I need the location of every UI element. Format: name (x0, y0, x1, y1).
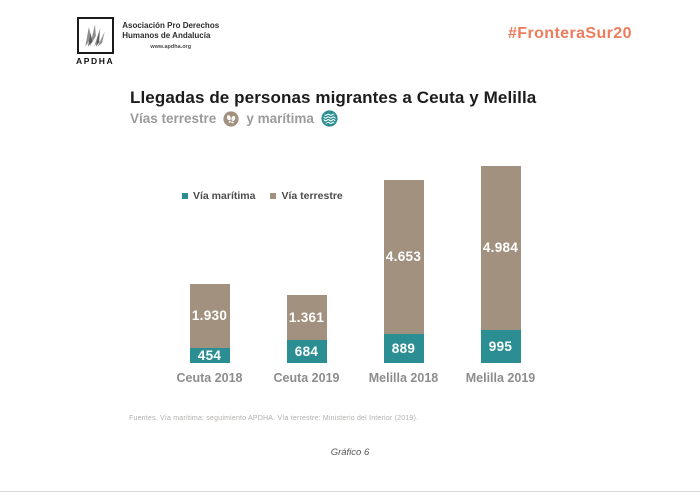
bar-segment-maritima: 995 (480, 330, 521, 363)
subtitle: Vías terrestre y marítima (130, 110, 338, 127)
sources-note: Fuentes. Vía marítima: seguimiento APDHA… (129, 415, 419, 422)
bar-segment-maritima: 889 (383, 334, 424, 363)
bar-column: 1.930 454 Ceuta 2018 (161, 284, 258, 386)
stacked-bar-chart: 1.930 454 Ceuta 2018 1.361 684 Ceuta 2019 4.65… (161, 160, 549, 386)
legend-label-terrestre: Vía terrestre (281, 190, 343, 202)
bar-value-label: 454 (197, 347, 222, 363)
bar-segment-terrestre: 4.984 (480, 166, 521, 330)
legend-item-maritima: Vía marítima (182, 190, 255, 202)
bar-value-label: 684 (294, 343, 319, 359)
bar-value-label: 995 (488, 338, 513, 354)
legend-marker-terrestre (270, 193, 277, 199)
bar-segment-maritima: 684 (286, 340, 327, 363)
subtitle-terrestre-label: Vías terrestre (130, 111, 217, 126)
chart-legend: Vía marítima Vía terrestre (182, 190, 343, 202)
bar-segment-terrestre: 4.653 (383, 180, 424, 334)
bar-value-label: 1.930 (191, 308, 228, 324)
bar-stack: 1.361 684 (286, 295, 327, 363)
bar-column: 4.653 889 Melilla 2018 (355, 180, 452, 386)
logo-website: www.apdha.org (150, 44, 192, 50)
hashtag-fronterasur20: #FronteraSur20 (508, 25, 632, 42)
bar-value-label: 4.653 (385, 249, 422, 265)
bar-stack: 4.653 889 (383, 180, 424, 363)
apdha-logo: APDHA Asociación Pro Derechos Humanos de… (76, 17, 219, 66)
bar-value-label: 4.984 (482, 240, 519, 256)
waves-icon (321, 110, 338, 127)
logo-acronym: APDHA (76, 56, 115, 66)
logo-org-line1: Asociación Pro Derechos (122, 21, 220, 30)
logo-text: Asociación Pro Derechos Humanos de Andal… (122, 17, 219, 66)
bar-column: 4.984 995 Melilla 2019 (452, 166, 549, 386)
category-label: Ceuta 2018 (176, 371, 243, 385)
bar-stack: 1.930 454 (189, 284, 230, 363)
apdha-logo-mark: APDHA (76, 17, 114, 66)
footprints-icon (223, 110, 239, 127)
category-label: Melilla 2019 (465, 371, 536, 385)
bar-value-label: 889 (391, 340, 416, 356)
legend-marker-maritima (182, 193, 188, 199)
logo-org-line2: Humanos de Andalucía (122, 31, 211, 40)
bar-segment-maritima: 454 (189, 347, 230, 363)
bar-stack: 4.984 995 (480, 166, 521, 363)
bar-column: 1.361 684 Ceuta 2019 (258, 295, 355, 386)
category-label: Ceuta 2019 (273, 371, 340, 385)
category-label: Melilla 2018 (368, 371, 439, 385)
bar-segment-terrestre: 1.930 (189, 284, 230, 348)
figure-caption: Gráfico 6 (330, 447, 370, 458)
page-title: Llegadas de personas migrantes a Ceuta y… (130, 88, 537, 107)
jagged-hand-icon (85, 24, 105, 47)
bar-value-label: 1.361 (288, 309, 325, 325)
legend-label-maritima: Vía marítima (193, 190, 256, 202)
subtitle-maritima-label: y marítima (246, 111, 314, 126)
apdha-logo-icon (76, 17, 114, 54)
bottom-divider (0, 491, 700, 492)
bar-segment-terrestre: 1.361 (286, 295, 327, 340)
legend-item-terrestre: Vía terrestre (270, 190, 343, 202)
